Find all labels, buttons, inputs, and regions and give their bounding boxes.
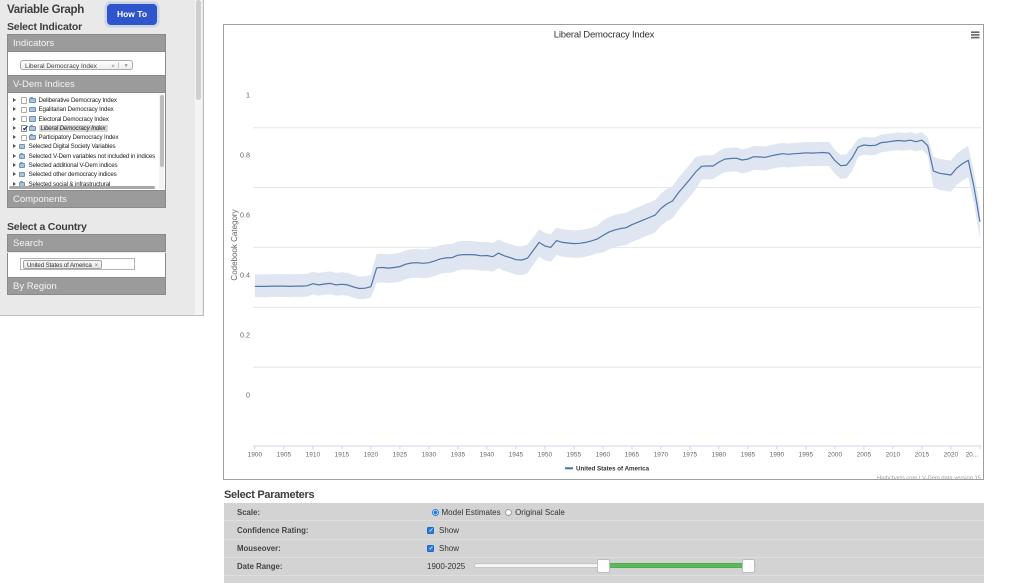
svg-text:1905: 1905 bbox=[277, 451, 292, 458]
svg-text:20...: 20... bbox=[966, 451, 979, 458]
svg-text:2010: 2010 bbox=[886, 451, 901, 458]
svg-text:1950: 1950 bbox=[538, 451, 553, 458]
svg-text:1970: 1970 bbox=[654, 451, 669, 458]
svg-text:1955: 1955 bbox=[567, 451, 582, 458]
svg-text:United States of America: United States of America bbox=[576, 466, 650, 473]
svg-text:1945: 1945 bbox=[509, 451, 524, 458]
svg-text:2000: 2000 bbox=[828, 451, 843, 458]
svg-text:1935: 1935 bbox=[451, 451, 466, 458]
svg-text:Highcharts.com | V-Dem data ve: Highcharts.com | V-Dem data version 15 bbox=[877, 476, 981, 480]
svg-text:1990: 1990 bbox=[770, 451, 785, 458]
svg-text:0.8: 0.8 bbox=[240, 151, 250, 160]
svg-text:0.6: 0.6 bbox=[240, 211, 250, 220]
svg-text:1910: 1910 bbox=[306, 451, 321, 458]
svg-text:1925: 1925 bbox=[393, 451, 408, 458]
svg-text:1965: 1965 bbox=[625, 451, 640, 458]
svg-text:1915: 1915 bbox=[335, 451, 350, 458]
svg-text:1930: 1930 bbox=[422, 451, 437, 458]
svg-text:2015: 2015 bbox=[915, 451, 930, 458]
svg-text:1995: 1995 bbox=[799, 451, 814, 458]
svg-text:0.2: 0.2 bbox=[240, 331, 250, 340]
svg-text:2020: 2020 bbox=[944, 451, 959, 458]
svg-text:1920: 1920 bbox=[364, 451, 379, 458]
svg-text:1975: 1975 bbox=[683, 451, 698, 458]
svg-text:1: 1 bbox=[246, 91, 250, 100]
svg-text:1940: 1940 bbox=[480, 451, 495, 458]
svg-text:1985: 1985 bbox=[741, 451, 756, 458]
svg-text:Liberal Democracy Index: Liberal Democracy Index bbox=[554, 29, 655, 40]
svg-text:1980: 1980 bbox=[712, 451, 727, 458]
svg-text:2005: 2005 bbox=[857, 451, 872, 458]
svg-text:0.4: 0.4 bbox=[240, 271, 250, 280]
svg-text:1960: 1960 bbox=[596, 451, 611, 458]
svg-text:Codebook Category: Codebook Category bbox=[230, 209, 239, 280]
svg-text:1900: 1900 bbox=[248, 451, 263, 458]
svg-text:0: 0 bbox=[246, 391, 250, 400]
